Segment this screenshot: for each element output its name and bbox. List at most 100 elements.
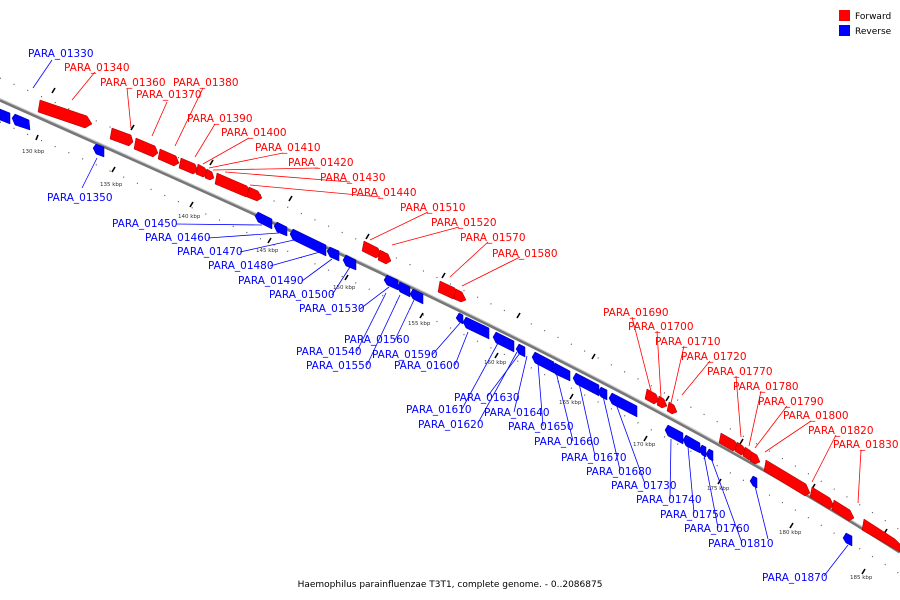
gene-label[interactable]: PARA_01470	[177, 246, 243, 258]
gene-label[interactable]: PARA_01340	[64, 62, 130, 74]
gene-feature-reverse[interactable]	[531, 351, 555, 374]
gene-feature-forward[interactable]	[453, 288, 467, 303]
gene-label[interactable]: PARA_01380	[173, 77, 239, 89]
gene-feature-forward[interactable]	[831, 499, 855, 522]
gene-feature-reverse[interactable]	[664, 424, 684, 445]
gene-label[interactable]: PARA_01680	[586, 466, 652, 478]
gene-label[interactable]: PARA_01740	[636, 494, 702, 506]
gene-label[interactable]: PARA_01640	[484, 407, 550, 419]
gene-feature-reverse[interactable]	[383, 274, 399, 291]
gene-feature-forward[interactable]	[157, 148, 180, 167]
gene-label[interactable]: PARA_01580	[492, 248, 558, 260]
gene-feature-forward[interactable]	[133, 137, 159, 158]
gene-feature-reverse[interactable]	[572, 372, 600, 397]
gene-label[interactable]: PARA_01710	[655, 336, 721, 348]
gene-feature-reverse[interactable]	[597, 386, 608, 401]
gene-label[interactable]: PARA_01780	[733, 381, 799, 393]
leader-line	[656, 330, 662, 398]
gene-label[interactable]: PARA_01500	[269, 289, 335, 301]
gene-label[interactable]: PARA_01830	[833, 439, 899, 451]
gene-feature-reverse[interactable]	[462, 316, 490, 340]
gene-feature-forward[interactable]	[861, 518, 900, 553]
gene-feature-forward[interactable]	[214, 172, 252, 198]
gene-feature-forward[interactable]	[377, 249, 392, 265]
gene-label[interactable]: PARA_01770	[707, 366, 773, 378]
gene-feature-reverse[interactable]	[273, 221, 288, 237]
gene-label[interactable]: PARA_01550	[306, 360, 372, 372]
gene-label[interactable]: PARA_01610	[406, 404, 472, 416]
gene-feature-reverse[interactable]	[492, 331, 515, 353]
gene-label[interactable]: PARA_01650	[508, 421, 574, 433]
gene-feature-reverse[interactable]	[342, 254, 357, 271]
gene-label[interactable]: PARA_01370	[136, 89, 202, 101]
gene-label[interactable]: PARA_01760	[684, 523, 750, 535]
gene-label[interactable]: PARA_01630	[454, 392, 520, 404]
gene-label[interactable]: PARA_01410	[255, 142, 321, 154]
gene-label[interactable]: PARA_01400	[221, 127, 287, 139]
gene-label[interactable]: PARA_01660	[534, 436, 600, 448]
gene-feature-reverse[interactable]	[749, 475, 758, 489]
gene-label[interactable]: PARA_01510	[400, 202, 466, 214]
gene-label[interactable]: PARA_01790	[758, 396, 824, 408]
gene-label[interactable]: PARA_01560	[344, 334, 410, 346]
gene-feature-reverse[interactable]	[409, 288, 424, 305]
gene-label[interactable]: PARA_01750	[660, 509, 726, 521]
gene-label[interactable]: PARA_01810	[708, 538, 774, 550]
gene-label[interactable]: PARA_01440	[351, 187, 417, 199]
gene-label[interactable]: PARA_01570	[460, 232, 526, 244]
gene-feature-reverse[interactable]	[551, 362, 571, 382]
gene-label[interactable]: PARA_01800	[783, 410, 849, 422]
gene-label[interactable]: PARA_01600	[394, 360, 460, 372]
gene-label[interactable]: PARA_01490	[238, 275, 304, 287]
gene-label[interactable]: PARA_01460	[145, 232, 211, 244]
gene-feature-reverse[interactable]	[455, 312, 464, 325]
gene-feature-reverse[interactable]	[515, 343, 526, 358]
gene-label[interactable]: PARA_01430	[320, 172, 386, 184]
gene-label[interactable]: PARA_01870	[762, 572, 828, 584]
gene-label[interactable]: PARA_01350	[47, 192, 113, 204]
gene-feature-reverse[interactable]	[92, 143, 105, 158]
gene-feature-reverse[interactable]	[608, 392, 638, 418]
gene-feature-forward[interactable]	[809, 486, 835, 510]
gene-feature-forward[interactable]	[109, 127, 134, 147]
gene-feature-forward[interactable]	[37, 99, 93, 129]
gene-label[interactable]: PARA_01360	[100, 77, 166, 89]
gene-label[interactable]: PARA_01670	[561, 452, 627, 464]
gene-label[interactable]: PARA_01530	[299, 303, 365, 315]
gene-label[interactable]: PARA_01730	[611, 480, 677, 492]
gene-feature-forward[interactable]	[666, 401, 678, 415]
gene-label[interactable]: PARA_01390	[187, 113, 253, 125]
gene-label[interactable]: PARA_01540	[296, 346, 362, 358]
gene-feature-forward[interactable]	[644, 388, 660, 405]
gene-label[interactable]: PARA_01330	[28, 48, 94, 60]
gene-label[interactable]: PARA_01590	[372, 349, 438, 361]
gene-label[interactable]: PARA_01480	[208, 260, 274, 272]
gene-label[interactable]: PARA_01700	[628, 321, 694, 333]
gene-feature-forward[interactable]	[656, 395, 668, 409]
gene-feature-reverse[interactable]	[0, 108, 11, 125]
gene-feature-forward[interactable]	[749, 451, 761, 465]
gene-feature-forward[interactable]	[178, 157, 199, 175]
gene-label[interactable]: PARA_01620	[418, 419, 484, 431]
gene-feature-forward[interactable]	[246, 186, 263, 202]
gene-feature-reverse[interactable]	[705, 448, 714, 462]
gene-feature-reverse[interactable]	[682, 434, 701, 454]
gene-label[interactable]: PARA_01450	[112, 218, 178, 230]
gene-feature-forward[interactable]	[763, 459, 811, 497]
gene-label[interactable]: PARA_01420	[288, 157, 354, 169]
gene-feature-reverse[interactable]	[842, 532, 853, 547]
gene-feature-reverse[interactable]	[254, 211, 273, 230]
gene-label[interactable]: PARA_01720	[681, 351, 747, 363]
gene-feature-forward[interactable]	[361, 240, 382, 259]
gene-feature-reverse[interactable]	[289, 228, 327, 257]
gene-label[interactable]: PARA_01520	[431, 217, 497, 229]
gene-feature-forward[interactable]	[718, 432, 739, 452]
leader-line	[224, 171, 351, 183]
leader-line	[175, 223, 263, 226]
gene-label[interactable]: PARA_01690	[603, 307, 669, 319]
gene-feature-forward[interactable]	[204, 168, 215, 181]
gene-label[interactable]: PARA_01820	[808, 425, 874, 437]
gene-feature-reverse[interactable]	[326, 246, 340, 262]
gene-feature-reverse[interactable]	[11, 113, 31, 131]
gene-feature-reverse[interactable]	[396, 281, 411, 298]
